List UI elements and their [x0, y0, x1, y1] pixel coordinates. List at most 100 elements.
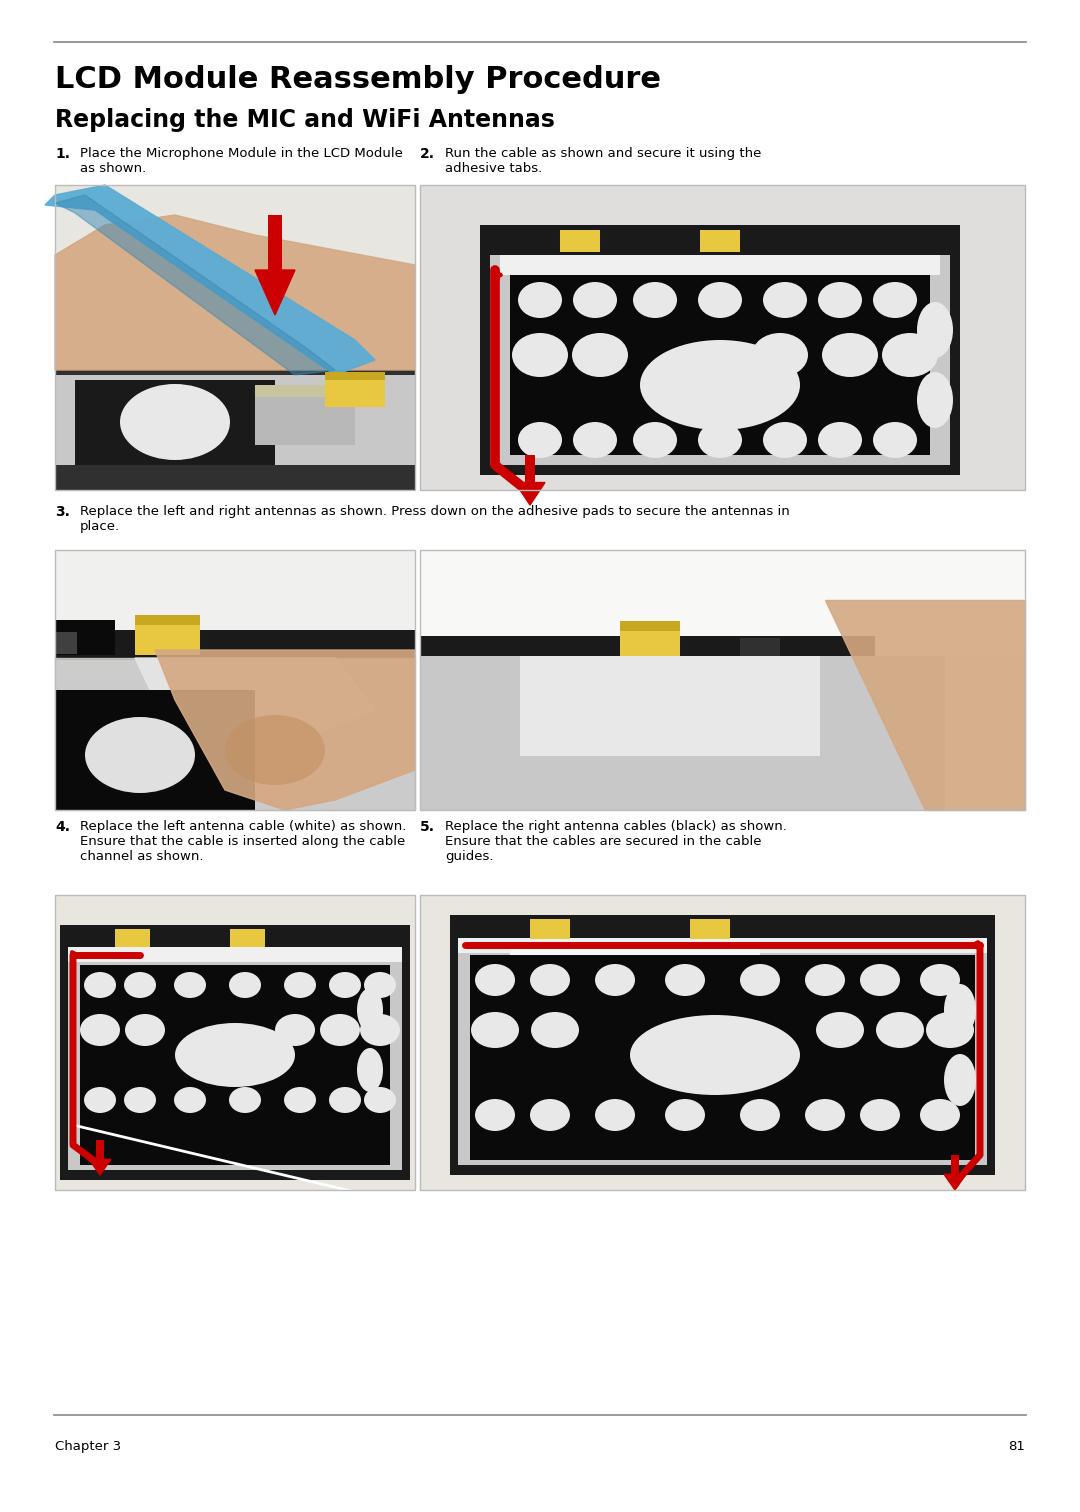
Ellipse shape [573, 422, 617, 458]
Ellipse shape [175, 1024, 295, 1087]
Ellipse shape [573, 283, 617, 318]
Ellipse shape [124, 1087, 156, 1113]
Ellipse shape [475, 965, 515, 996]
Bar [55, 550, 415, 680]
Bar [951, 1155, 959, 1175]
Ellipse shape [275, 1015, 315, 1046]
Ellipse shape [640, 340, 800, 429]
Ellipse shape [698, 283, 742, 318]
Ellipse shape [595, 965, 635, 996]
Ellipse shape [364, 1087, 396, 1113]
Text: 1.: 1. [55, 147, 70, 160]
Bar [458, 937, 987, 953]
Bar [700, 230, 740, 253]
Bar [420, 550, 1025, 655]
Polygon shape [135, 658, 375, 750]
Ellipse shape [630, 1015, 800, 1095]
Bar [55, 895, 415, 1190]
Text: 2.: 2. [420, 147, 435, 160]
Bar [740, 638, 780, 661]
Ellipse shape [85, 717, 195, 792]
Bar [135, 615, 200, 624]
Text: Chapter 3: Chapter 3 [55, 1439, 121, 1453]
Bar [690, 919, 730, 939]
Bar [530, 919, 570, 939]
Bar [420, 550, 1025, 810]
Polygon shape [45, 184, 375, 375]
Ellipse shape [518, 283, 562, 318]
Text: 4.: 4. [55, 820, 70, 835]
Ellipse shape [475, 1099, 515, 1131]
Bar [55, 632, 77, 655]
Ellipse shape [530, 1099, 570, 1131]
Bar [55, 550, 415, 810]
Ellipse shape [873, 283, 917, 318]
Ellipse shape [920, 1099, 960, 1131]
Bar [420, 895, 1025, 1190]
Bar [620, 621, 680, 631]
Text: 3.: 3. [55, 505, 70, 519]
Bar [55, 370, 415, 490]
Polygon shape [55, 658, 415, 810]
Ellipse shape [698, 422, 742, 458]
Bar [480, 225, 960, 475]
Text: Replace the left and right antennas as shown. Press down on the adhesive pads to: Replace the left and right antennas as s… [80, 505, 789, 534]
Bar [525, 455, 536, 482]
Bar [470, 956, 975, 1160]
Ellipse shape [284, 972, 316, 998]
Bar [420, 184, 1025, 490]
Bar [420, 895, 1025, 1190]
Text: 5.: 5. [420, 820, 435, 835]
Ellipse shape [174, 1087, 206, 1113]
Ellipse shape [229, 1087, 261, 1113]
Bar [325, 372, 384, 407]
Polygon shape [944, 1175, 966, 1190]
Bar [561, 230, 600, 253]
Ellipse shape [876, 1012, 924, 1048]
Ellipse shape [917, 372, 953, 428]
Ellipse shape [822, 333, 878, 376]
Bar [420, 184, 1025, 490]
Bar [68, 947, 402, 962]
Ellipse shape [120, 384, 230, 460]
Ellipse shape [530, 965, 570, 996]
Bar [510, 275, 930, 455]
Ellipse shape [762, 283, 807, 318]
Ellipse shape [84, 1087, 116, 1113]
Ellipse shape [805, 1099, 845, 1131]
Ellipse shape [752, 333, 808, 376]
Ellipse shape [818, 422, 862, 458]
Ellipse shape [595, 1099, 635, 1131]
Bar [55, 550, 415, 810]
Polygon shape [89, 1160, 111, 1175]
Bar [490, 256, 950, 466]
Bar [55, 620, 114, 655]
Ellipse shape [357, 987, 383, 1033]
Bar [458, 940, 987, 1166]
Bar [620, 621, 680, 659]
Bar [268, 215, 282, 271]
Bar [55, 631, 415, 661]
Bar [255, 386, 355, 445]
Ellipse shape [572, 333, 627, 376]
Ellipse shape [740, 965, 780, 996]
Ellipse shape [229, 972, 261, 998]
Ellipse shape [882, 333, 939, 376]
Polygon shape [515, 482, 545, 505]
Ellipse shape [926, 1012, 974, 1048]
Bar [325, 372, 384, 380]
Ellipse shape [860, 1099, 900, 1131]
Ellipse shape [818, 283, 862, 318]
Text: LCD Module Reassembly Procedure: LCD Module Reassembly Procedure [55, 65, 661, 94]
Ellipse shape [357, 1048, 383, 1092]
Ellipse shape [860, 965, 900, 996]
Bar [519, 656, 820, 756]
Ellipse shape [84, 972, 116, 998]
Bar [420, 656, 945, 810]
Bar [55, 895, 415, 1190]
Ellipse shape [225, 715, 325, 785]
Bar [55, 689, 255, 810]
Ellipse shape [633, 283, 677, 318]
Text: Place the Microphone Module in the LCD Module
as shown.: Place the Microphone Module in the LCD M… [80, 147, 403, 175]
Text: Replace the right antenna cables (black) as shown.
Ensure that the cables are se: Replace the right antenna cables (black)… [445, 820, 787, 863]
